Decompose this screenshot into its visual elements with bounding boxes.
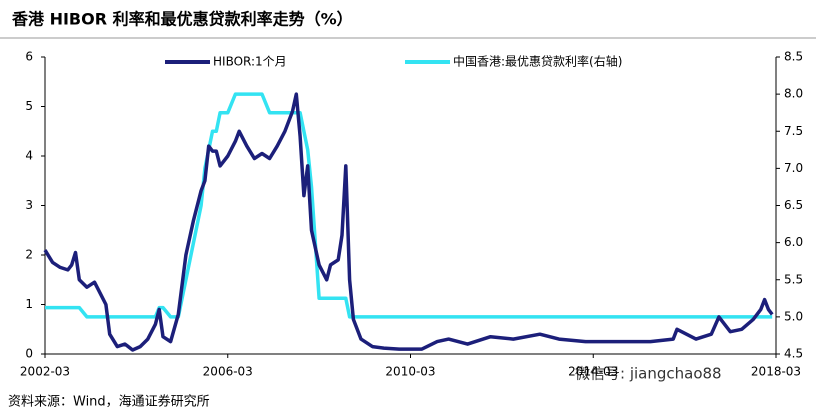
x-tick-label: 2018-03 [751, 365, 801, 379]
y2-tick-label: 8.5 [784, 50, 803, 64]
chart-title: 香港 HIBOR 利率和最优惠贷款利率走势（%） [11, 10, 353, 29]
legend-label: 中国香港:最优惠贷款利率(右轴) [453, 54, 622, 69]
y-tick-label: 6 [25, 50, 33, 64]
y-tick-label: 3 [25, 198, 33, 212]
y-tick-label: 2 [25, 248, 33, 262]
y2-tick-label: 4.5 [784, 347, 803, 361]
series-line [45, 92, 773, 319]
x-tick-label: 2006-03 [203, 365, 253, 379]
y2-tick-label: 5.5 [784, 272, 803, 286]
x-tick-label: 2002-03 [20, 365, 70, 379]
x-tick-label: 2014-03 [568, 365, 618, 379]
y2-tick-label: 5.0 [784, 309, 803, 323]
y2-tick-label: 7.0 [784, 161, 803, 175]
y2-tick-label: 7.5 [784, 124, 803, 138]
y2-tick-label: 6.0 [784, 235, 803, 249]
source: 资料来源：Wind，海通证券研究所 [8, 394, 210, 410]
y-tick-label: 4 [25, 149, 33, 163]
watermark: 微信号: jiangchao88 [575, 365, 722, 383]
series-line [43, 92, 774, 352]
y2-tick-label: 8.0 [784, 87, 803, 101]
y2-tick-label: 6.5 [784, 198, 803, 212]
y-tick-label: 1 [25, 297, 33, 311]
x-tick-label: 2010-03 [385, 365, 435, 379]
y-tick-label: 0 [25, 347, 33, 361]
legend-label: HIBOR:1个月 [213, 55, 287, 69]
y-tick-label: 5 [25, 99, 33, 113]
